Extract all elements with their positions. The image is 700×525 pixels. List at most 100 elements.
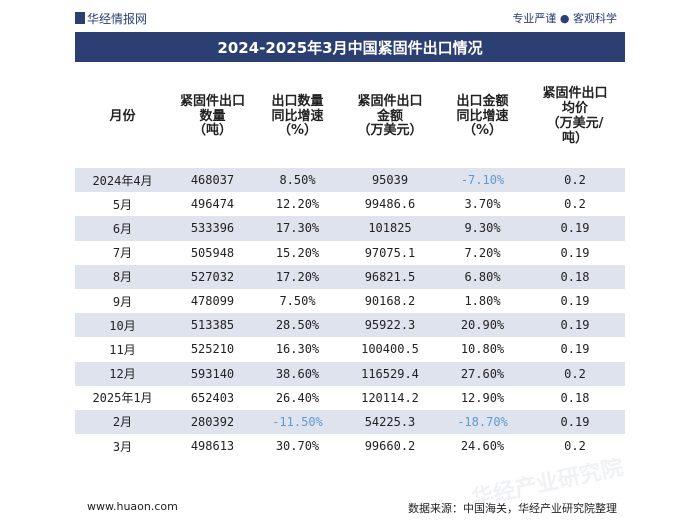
table-cell: 15.20% bbox=[255, 240, 340, 265]
table-cell: 95039 bbox=[340, 168, 440, 193]
table-cell: 496474 bbox=[170, 192, 255, 217]
table-cell: -7.10% bbox=[440, 168, 525, 193]
table-cell: 24.60% bbox=[440, 434, 525, 459]
table-cell: 12.90% bbox=[440, 385, 525, 410]
table-cell: 99660.2 bbox=[340, 434, 440, 459]
table-cell: 0.18 bbox=[525, 385, 625, 410]
table-cell: 0.19 bbox=[525, 216, 625, 241]
export-table: 月份 紧固件出口 数量 （吨） 出口数量 同比增速 （%） 紧固件出口 金额 （万美元… bbox=[75, 66, 625, 459]
table-cell: 120114.2 bbox=[340, 385, 440, 410]
table-cell: 96821.5 bbox=[340, 264, 440, 289]
table-cell: 38.60% bbox=[255, 361, 340, 386]
table-cell: 652403 bbox=[170, 385, 255, 410]
table-cell: 2025年1月 bbox=[75, 385, 170, 410]
table-row: 10月 513385 28.50% 95922.3 20.90% 0.19 bbox=[75, 313, 625, 338]
table-row: 9月 478099 7.50% 90168.2 1.80% 0.19 bbox=[75, 288, 625, 314]
table-cell: 6月 bbox=[75, 216, 170, 241]
footer: www.huaon.com 数据来源：中国海关，华经产业研究院整理 bbox=[75, 497, 625, 517]
top-bar: 华经情报网 专业严谨 ● 客观科学 bbox=[75, 8, 625, 30]
table-cell: 0.19 bbox=[525, 337, 625, 362]
table-row: 2025年1月 652403 26.40% 120114.2 12.90% 0.18 bbox=[75, 385, 625, 410]
table-cell: 0.2 bbox=[525, 192, 625, 217]
table-row: 2月 280392 -11.50% 54225.3 -18.70% 0.19 bbox=[75, 409, 625, 435]
table-cell: 8月 bbox=[75, 264, 170, 289]
column-header: 出口数量 同比增速 （%） bbox=[255, 66, 340, 168]
page-title: 2024-2025年3月中国紧固件出口情况 bbox=[75, 32, 625, 62]
table-cell: 16.30% bbox=[255, 337, 340, 362]
table-cell: 11月 bbox=[75, 337, 170, 362]
table-cell: 0.19 bbox=[525, 313, 625, 338]
table-cell: 7.50% bbox=[255, 288, 340, 314]
table-cell: 101825 bbox=[340, 216, 440, 241]
table-cell: 3月 bbox=[75, 434, 170, 459]
table-cell: 5月 bbox=[75, 192, 170, 217]
column-header: 紧固件出口 金额 （万美元） bbox=[340, 66, 440, 168]
table-cell: 1.80% bbox=[440, 288, 525, 314]
table-cell: 2024年4月 bbox=[75, 168, 170, 193]
table-header-row: 月份 紧固件出口 数量 （吨） 出口数量 同比增速 （%） 紧固件出口 金额 （万美元… bbox=[75, 66, 625, 168]
table-row: 8月 527032 17.20% 96821.5 6.80% 0.18 bbox=[75, 264, 625, 289]
table-cell: 478099 bbox=[170, 288, 255, 314]
table-row: 7月 505948 15.20% 97075.1 7.20% 0.19 bbox=[75, 240, 625, 265]
brand-logo-icon bbox=[75, 12, 85, 24]
table-cell: -11.50% bbox=[255, 409, 340, 435]
table-cell: 0.19 bbox=[525, 240, 625, 265]
table-cell: 468037 bbox=[170, 168, 255, 193]
tagline: 专业严谨 ● 客观科学 bbox=[512, 12, 617, 25]
table-cell: 10月 bbox=[75, 313, 170, 338]
table-row: 11月 525210 16.30% 100400.5 10.80% 0.19 bbox=[75, 337, 625, 362]
table-cell: 27.60% bbox=[440, 361, 525, 386]
table-cell: 8.50% bbox=[255, 168, 340, 193]
table-cell: 9.30% bbox=[440, 216, 525, 241]
column-header: 月份 bbox=[75, 66, 170, 168]
table-row: 6月 533396 17.30% 101825 9.30% 0.19 bbox=[75, 216, 625, 241]
table-cell: 95922.3 bbox=[340, 313, 440, 338]
table-cell: 12月 bbox=[75, 361, 170, 386]
table-cell: 100400.5 bbox=[340, 337, 440, 362]
column-header: 紧固件出口 均价 （万美元/ 吨） bbox=[525, 66, 625, 168]
table-cell: 7月 bbox=[75, 240, 170, 265]
table-cell: 0.2 bbox=[525, 168, 625, 193]
table-cell: 28.50% bbox=[255, 313, 340, 338]
table-cell: 17.20% bbox=[255, 264, 340, 289]
table-row: 5月 496474 12.20% 99486.6 3.70% 0.2 bbox=[75, 192, 625, 217]
data-source: 数据来源：中国海关，华经产业研究院整理 bbox=[408, 502, 617, 515]
table-body: 2024年4月 468037 8.50% 95039 -7.10% 0.2 5月 496474… bbox=[75, 168, 625, 459]
table-row: 12月 593140 38.60% 116529.4 27.60% 0.2 bbox=[75, 361, 625, 386]
table-cell: 527032 bbox=[170, 264, 255, 289]
table-cell: 0.2 bbox=[525, 361, 625, 386]
table-cell: 30.70% bbox=[255, 434, 340, 459]
table-cell: 3.70% bbox=[440, 192, 525, 217]
table-row: 3月 498613 30.70% 99660.2 24.60% 0.2 bbox=[75, 434, 625, 459]
table-cell: 0.19 bbox=[525, 288, 625, 314]
brand-name: 华经情报网 bbox=[87, 12, 148, 26]
table-cell: 533396 bbox=[170, 216, 255, 241]
table-cell: 0.2 bbox=[525, 434, 625, 459]
site-url: www.huaon.com bbox=[87, 500, 178, 513]
table-cell: 54225.3 bbox=[340, 409, 440, 435]
table-cell: 26.40% bbox=[255, 385, 340, 410]
table-cell: 280392 bbox=[170, 409, 255, 435]
table-cell: 513385 bbox=[170, 313, 255, 338]
table-cell: 6.80% bbox=[440, 264, 525, 289]
table-cell: -18.70% bbox=[440, 409, 525, 435]
table-cell: 593140 bbox=[170, 361, 255, 386]
table-cell: 12.20% bbox=[255, 192, 340, 217]
table-cell: 116529.4 bbox=[340, 361, 440, 386]
table-cell: 10.80% bbox=[440, 337, 525, 362]
table-cell: 97075.1 bbox=[340, 240, 440, 265]
table-cell: 2月 bbox=[75, 409, 170, 435]
table-cell: 0.18 bbox=[525, 264, 625, 289]
table-cell: 0.19 bbox=[525, 409, 625, 435]
table-cell: 9月 bbox=[75, 288, 170, 314]
table-cell: 498613 bbox=[170, 434, 255, 459]
table-cell: 7.20% bbox=[440, 240, 525, 265]
table-cell: 17.30% bbox=[255, 216, 340, 241]
table-cell: 505948 bbox=[170, 240, 255, 265]
table-cell: 525210 bbox=[170, 337, 255, 362]
table-cell: 99486.6 bbox=[340, 192, 440, 217]
table-cell: 90168.2 bbox=[340, 288, 440, 314]
table-row: 2024年4月 468037 8.50% 95039 -7.10% 0.2 bbox=[75, 168, 625, 193]
table-cell: 20.90% bbox=[440, 313, 525, 338]
column-header: 出口金额 同比增速 （%） bbox=[440, 66, 525, 168]
